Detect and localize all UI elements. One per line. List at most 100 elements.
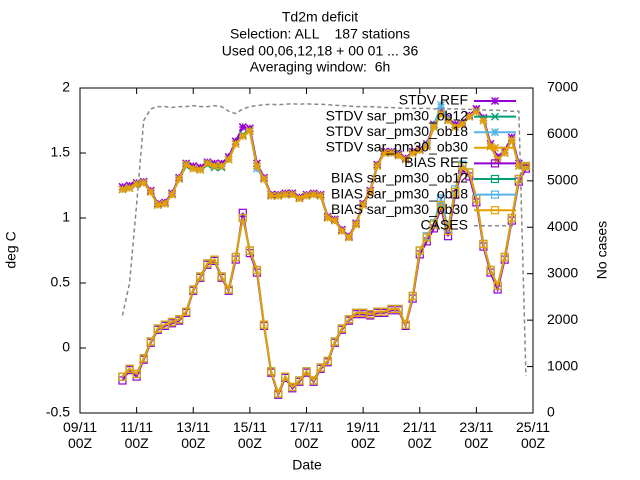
x-tick-label: 15/11 00Z bbox=[233, 419, 267, 451]
point bbox=[118, 185, 127, 194]
point bbox=[189, 285, 198, 294]
point bbox=[160, 199, 169, 208]
point bbox=[443, 232, 453, 241]
point bbox=[373, 161, 382, 171]
point bbox=[118, 372, 127, 381]
legend-marker bbox=[490, 190, 500, 199]
point bbox=[210, 255, 219, 264]
legend-marker bbox=[490, 112, 500, 121]
point bbox=[352, 220, 361, 229]
point bbox=[408, 291, 417, 301]
point bbox=[507, 135, 516, 145]
point bbox=[408, 148, 417, 158]
legend-label: CASES bbox=[421, 217, 468, 233]
point bbox=[493, 281, 502, 290]
point bbox=[479, 239, 488, 249]
point bbox=[507, 213, 516, 223]
point bbox=[288, 190, 297, 199]
point bbox=[224, 285, 233, 294]
point bbox=[210, 161, 219, 171]
y2-tick-label: 0 bbox=[547, 404, 555, 420]
point bbox=[394, 151, 403, 160]
point bbox=[153, 200, 162, 210]
y-tick-label: 1.5 bbox=[51, 144, 71, 160]
point bbox=[146, 187, 155, 197]
y2-tick-label: 4000 bbox=[547, 218, 578, 234]
point bbox=[465, 168, 474, 177]
point bbox=[486, 265, 495, 275]
legend-label: STDV REF bbox=[399, 92, 468, 108]
point bbox=[366, 187, 375, 197]
point bbox=[252, 161, 261, 171]
point bbox=[444, 116, 453, 125]
legend-label: BIAS sar_pm30_ob30 bbox=[331, 201, 468, 217]
point bbox=[217, 161, 226, 171]
point bbox=[500, 252, 509, 262]
point bbox=[231, 252, 240, 262]
legend-marker bbox=[490, 206, 500, 215]
point bbox=[245, 126, 254, 135]
chart-subtitle: Selection: ALL 187 stations bbox=[230, 26, 410, 42]
point bbox=[458, 120, 467, 129]
point bbox=[344, 315, 354, 324]
x-axis-label: Date bbox=[292, 457, 322, 473]
point bbox=[401, 320, 410, 329]
y2-tick-label: 3000 bbox=[547, 264, 578, 280]
point bbox=[309, 376, 318, 385]
y-tick-label: 0 bbox=[62, 339, 70, 355]
y-tick-label: 2 bbox=[62, 79, 70, 95]
y2-tick-label: 1000 bbox=[547, 357, 578, 373]
legend-label: STDV sar_pm30_ob30 bbox=[326, 139, 469, 155]
legend-label: BIAS sar_pm30_ob18 bbox=[331, 185, 468, 201]
point bbox=[422, 142, 431, 151]
series-line bbox=[122, 110, 526, 240]
point bbox=[167, 190, 177, 199]
point bbox=[451, 122, 460, 132]
legend-label: BIAS sar_pm30_ob12 bbox=[331, 170, 468, 186]
x-tick-label: 11/11 00Z bbox=[120, 419, 153, 451]
point bbox=[415, 246, 424, 255]
point bbox=[288, 382, 297, 392]
point bbox=[139, 354, 148, 363]
point bbox=[238, 208, 247, 217]
point bbox=[337, 324, 346, 333]
point bbox=[281, 372, 290, 381]
point bbox=[231, 139, 240, 148]
point bbox=[479, 116, 488, 125]
point bbox=[238, 132, 247, 141]
y-axis-label: deg C bbox=[3, 231, 19, 268]
point bbox=[429, 122, 438, 132]
legend-marker bbox=[490, 128, 500, 137]
point bbox=[436, 100, 446, 109]
point bbox=[245, 246, 254, 255]
point bbox=[203, 159, 212, 168]
x-tick-label: 19/11 00Z bbox=[346, 419, 380, 451]
point bbox=[146, 337, 155, 346]
point bbox=[387, 148, 396, 158]
point bbox=[238, 122, 247, 132]
chart-subtitle: Averaging window: 6h bbox=[250, 59, 391, 75]
x-tick-label: 23/11 00Z bbox=[459, 419, 493, 451]
point bbox=[472, 107, 481, 116]
point bbox=[267, 191, 276, 200]
x-tick-label: 25/11 00Z bbox=[516, 419, 550, 451]
x-tick-label: 09/11 00Z bbox=[63, 419, 97, 451]
series-line bbox=[121, 103, 527, 376]
point bbox=[344, 233, 353, 242]
point bbox=[132, 180, 141, 189]
point bbox=[189, 164, 198, 173]
point bbox=[500, 148, 509, 158]
point bbox=[295, 376, 304, 385]
point bbox=[323, 213, 332, 223]
x-tick-label: 17/11 00Z bbox=[290, 419, 324, 451]
point bbox=[309, 190, 318, 199]
legend-marker bbox=[490, 143, 500, 152]
chart-subtitle: Used 00,06,12,18 + 00 01 ... 36 bbox=[222, 43, 419, 59]
point bbox=[259, 320, 269, 329]
point bbox=[196, 165, 205, 174]
point bbox=[330, 216, 339, 225]
y-tick-label: -0.5 bbox=[46, 404, 70, 420]
point bbox=[443, 226, 453, 236]
point bbox=[359, 200, 368, 210]
